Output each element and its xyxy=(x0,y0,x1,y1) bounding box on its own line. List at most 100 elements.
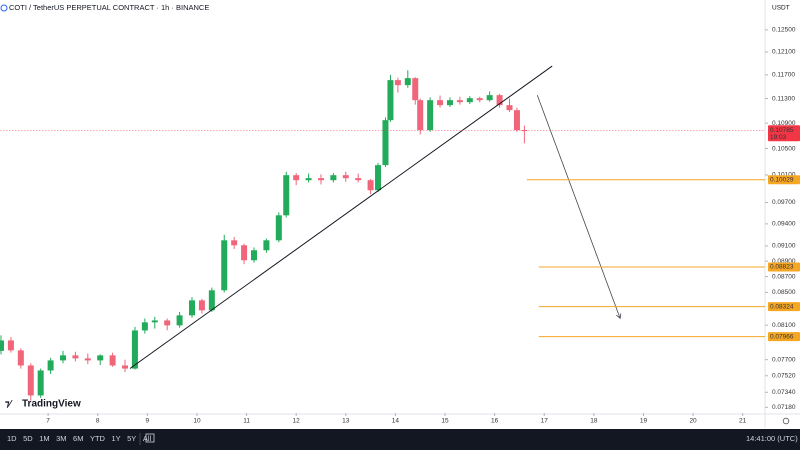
candle-body xyxy=(109,355,116,366)
candle-body xyxy=(60,355,67,361)
candle-body xyxy=(342,175,349,179)
candle-body xyxy=(330,175,337,181)
candle-body xyxy=(412,78,419,101)
x-tick-label: 21 xyxy=(739,418,747,425)
brand: ⁊⁄ TradingView xyxy=(5,398,81,409)
candle-body xyxy=(404,78,411,86)
candle-body xyxy=(97,355,104,361)
range-button[interactable]: YTD xyxy=(90,434,106,443)
candle-body xyxy=(305,178,312,181)
toolbar xyxy=(0,429,800,450)
candle-body xyxy=(466,98,473,103)
candle-body xyxy=(231,240,238,246)
candle-body xyxy=(387,80,394,121)
y-tick-label: 0.08900 xyxy=(772,258,796,265)
y-tick-label: 0.08500 xyxy=(772,289,796,296)
candle-body xyxy=(355,178,362,181)
range-button[interactable]: 5Y xyxy=(127,434,136,443)
candle-body xyxy=(427,100,434,131)
candle-body xyxy=(141,322,148,331)
range-button[interactable]: 6M xyxy=(73,434,83,443)
last-price-label: 0.10785 xyxy=(770,127,794,134)
arrow xyxy=(536,94,621,319)
y-tick-label: 0.10500 xyxy=(772,145,796,152)
candle-body xyxy=(241,245,248,261)
candle-body xyxy=(456,100,463,103)
candle-body xyxy=(367,180,374,191)
y-tick-label: 0.07520 xyxy=(772,373,796,380)
chart-title: COTI / TetherUS PERPETUAL CONTRACT · 1h … xyxy=(9,3,209,12)
candle-body xyxy=(506,105,513,111)
level-label: 0.07966 xyxy=(770,333,794,340)
y-tick-label: 0.09700 xyxy=(772,199,796,206)
candle-body xyxy=(151,320,158,323)
range-button[interactable]: 3M xyxy=(56,434,66,443)
candle-body xyxy=(496,95,503,106)
range-button[interactable]: 5D xyxy=(23,434,33,443)
y-tick-label: 0.07180 xyxy=(772,404,796,411)
countdown: 19:03 xyxy=(770,134,787,141)
candle-body xyxy=(47,360,54,371)
candle-body xyxy=(251,250,258,261)
candle-body xyxy=(84,358,91,361)
candle-body xyxy=(293,175,300,181)
settings-icon[interactable] xyxy=(782,417,790,425)
candle-body xyxy=(7,340,14,351)
range-button[interactable]: 1M xyxy=(39,434,49,443)
quote-currency: USDT xyxy=(772,5,790,12)
level-label-bg xyxy=(768,332,800,342)
arrow-head xyxy=(616,313,622,320)
candle-body xyxy=(122,365,129,369)
x-tick-label: 20 xyxy=(689,418,697,425)
x-tick-label: 18 xyxy=(590,418,598,425)
brand-name: TradingView xyxy=(22,399,81,410)
x-tick-label: 9 xyxy=(146,418,150,425)
candle-body xyxy=(0,340,4,351)
symbol-icon xyxy=(0,4,8,12)
candle-body xyxy=(37,370,44,396)
candle-body xyxy=(17,350,24,366)
y-tick-label: 0.08100 xyxy=(772,322,796,329)
range-button[interactable]: All xyxy=(143,434,152,443)
candle-body xyxy=(72,355,79,359)
candle-body xyxy=(221,240,228,291)
x-tick-label: 11 xyxy=(243,418,250,425)
y-tick-label: 0.08700 xyxy=(772,273,796,280)
x-tick-label: 7 xyxy=(46,418,50,425)
candle-body xyxy=(283,175,290,216)
x-tick-label: 10 xyxy=(193,418,201,425)
candle-body xyxy=(476,98,483,101)
candle-body xyxy=(188,300,195,316)
y-tick-label: 0.12500 xyxy=(772,27,796,34)
level-label: 0.10029 xyxy=(770,176,794,183)
range-button[interactable]: 1D xyxy=(7,434,17,443)
trendline xyxy=(129,65,553,369)
y-tick-label: 0.07340 xyxy=(772,389,796,396)
candle-body xyxy=(486,95,493,101)
y-tick-label: 0.09400 xyxy=(772,221,796,228)
x-tick-label: 12 xyxy=(293,418,301,425)
level-label-bg xyxy=(768,302,800,312)
clock: 14:41:00 (UTC) xyxy=(746,434,798,443)
range-button[interactable]: 1Y xyxy=(111,434,120,443)
candle-body xyxy=(382,120,389,166)
y-tick-label: 0.09100 xyxy=(772,243,796,250)
candle-body xyxy=(375,165,382,191)
candle-body xyxy=(521,130,528,132)
y-tick-label: 0.12100 xyxy=(772,49,796,56)
candle-body xyxy=(437,100,444,106)
candle-body xyxy=(263,240,270,251)
candle-body xyxy=(317,178,324,181)
candle-body xyxy=(198,300,205,311)
level-label-bg xyxy=(768,175,800,185)
candle-body xyxy=(275,215,282,241)
x-tick-label: 17 xyxy=(541,418,549,425)
candle-body xyxy=(417,100,424,131)
x-tick-label: 13 xyxy=(342,418,350,425)
x-tick-label: 19 xyxy=(640,418,648,425)
y-tick-label: 0.11700 xyxy=(772,72,795,79)
date-range-icon[interactable] xyxy=(145,433,155,443)
candle-body xyxy=(27,365,34,396)
